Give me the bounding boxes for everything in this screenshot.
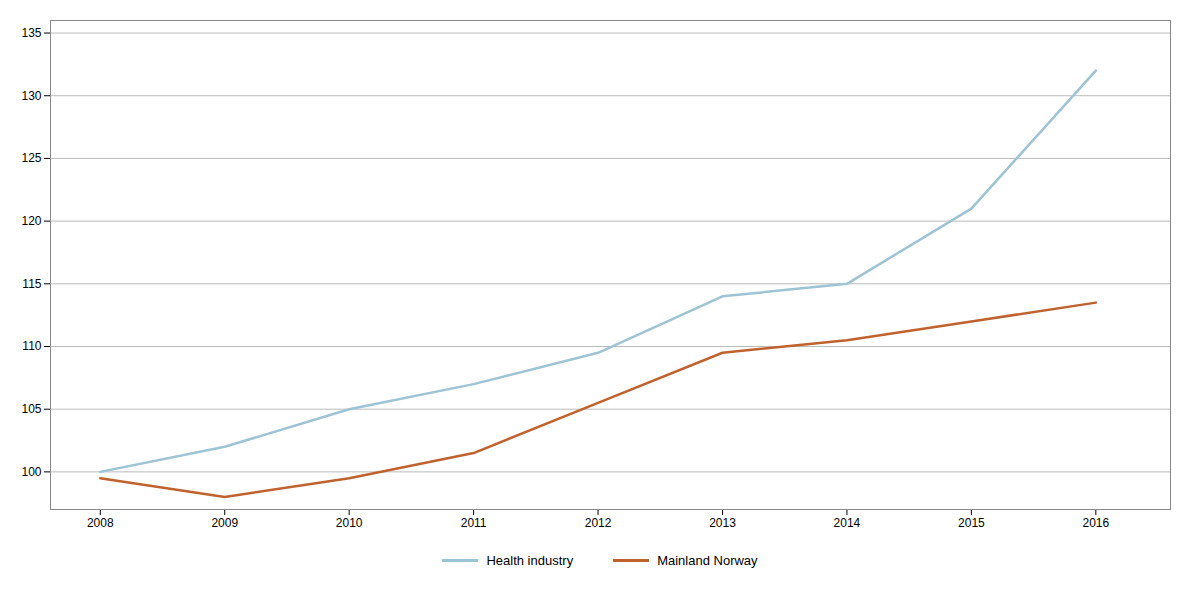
svg-text:2012: 2012 [585, 516, 612, 530]
svg-text:2011: 2011 [461, 516, 487, 530]
svg-text:2016: 2016 [1082, 516, 1109, 530]
svg-text:2015: 2015 [958, 516, 985, 530]
svg-text:2009: 2009 [211, 516, 238, 530]
svg-text:130: 130 [21, 89, 41, 103]
svg-text:115: 115 [22, 277, 41, 291]
svg-text:2013: 2013 [709, 516, 736, 530]
html-text:Mainland Norway: Mainland Norway [657, 553, 758, 568]
svg-text:120: 120 [21, 214, 41, 228]
svg-text:2008: 2008 [87, 516, 114, 530]
svg-text:105: 105 [21, 402, 41, 416]
svg-text:125: 125 [21, 151, 41, 165]
svg-text:2014: 2014 [834, 516, 861, 530]
svg-text:100: 100 [21, 465, 41, 479]
svg-text:135: 135 [21, 26, 41, 40]
svg-text:2010: 2010 [336, 516, 363, 530]
svg-text:110: 110 [22, 339, 41, 353]
html-text:Health industry: Health industry [486, 553, 574, 568]
